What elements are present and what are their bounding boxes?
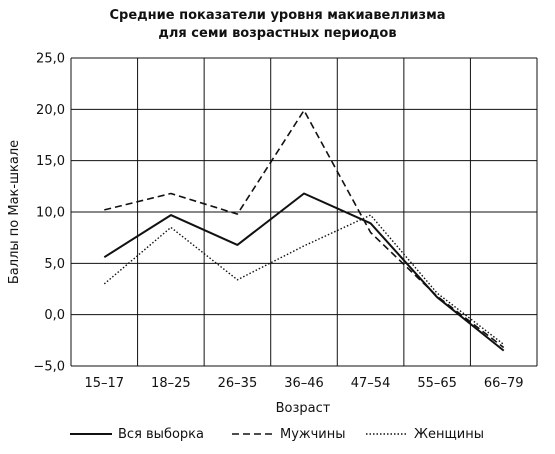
y-axis-label: Баллы по Мак-шкале (7, 140, 22, 284)
x-tick-label: 66–79 (484, 376, 524, 391)
y-tick-label: 20,0 (36, 103, 65, 118)
legend-label: Вся выборка (118, 427, 204, 442)
grid (70, 57, 538, 367)
y-tick-label: 10,0 (36, 206, 65, 221)
x-tick-label: 47–54 (351, 376, 391, 391)
y-tick-labels: 25,0 20,0 15,0 10,0 5,0 0,0 −5,0 (33, 52, 65, 375)
legend-label: Мужчины (280, 427, 346, 442)
y-tick-label: 25,0 (36, 52, 65, 67)
x-tick-label: 55–65 (417, 376, 457, 391)
x-tick-labels: 15–17 18–25 26–35 36–46 47–54 55–65 66–79 (84, 376, 523, 391)
legend: Вся выборка Мужчины Женщины (70, 427, 484, 442)
series-line (104, 109, 505, 349)
y-tick-label: −5,0 (33, 360, 65, 375)
x-tick-label: 18–25 (151, 376, 191, 391)
y-tick-label: 0,0 (44, 308, 65, 323)
x-tick-label: 15–17 (84, 376, 124, 391)
legend-label: Женщины (414, 427, 484, 442)
y-tick-label: 5,0 (44, 257, 65, 272)
series-line (103, 192, 505, 352)
y-tick-label: 15,0 (36, 154, 65, 169)
x-axis-label: Возраст (276, 401, 331, 416)
x-tick-label: 36–46 (284, 376, 324, 391)
x-tick-label: 26–35 (218, 376, 258, 391)
series-lines (103, 109, 505, 352)
chart-title-line-2: для семи возрастных периодов (158, 26, 397, 41)
chart-title-line-1: Средние показатели уровня макиавеллизма (109, 8, 446, 23)
series-line (103, 214, 505, 345)
